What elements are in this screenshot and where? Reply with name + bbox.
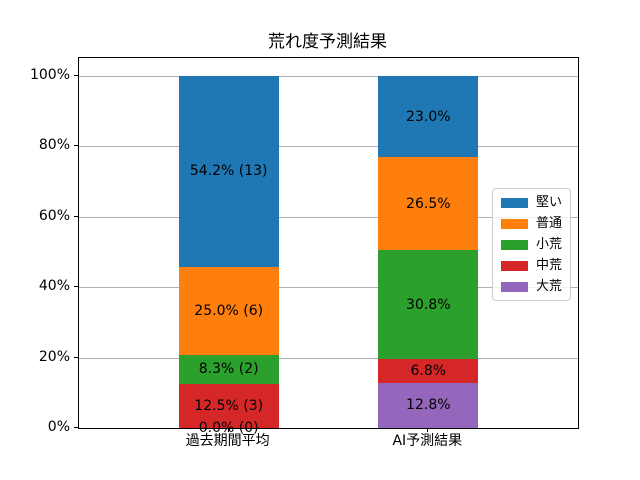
x-tick-mark [227,428,229,432]
bar-segment-label: 25.0% (6) [194,302,264,319]
bar-segment-label: 0.0% (0) [198,420,259,436]
bar-segment-小荒 [178,354,279,384]
y-tick-label: 40% [38,278,70,294]
y-tick-mark [74,356,78,358]
legend-label: 中荒 [536,257,563,273]
gridline-40 [79,287,578,288]
gridline-80 [79,146,578,148]
bar-segment-label: 6.8% [410,362,447,379]
legend-swatch-icon [501,197,528,208]
legend-swatch-icon [501,260,528,271]
chart-title: 荒れ度予測結果 [268,32,387,52]
bar-segment-小荒 [378,250,479,359]
bar-segment-中荒 [178,384,279,428]
bar-segment-label: 12.5% (3) [194,398,264,414]
y-tick-label: 20% [38,348,70,365]
y-tick-mark [74,215,78,217]
x-tick-label: AI予測結果 [392,433,463,449]
legend-label: 大荒 [536,278,563,294]
legend-swatch-icon [501,281,528,292]
legend-label: 普通 [536,215,563,231]
legend-entry-大荒: 大荒 [501,278,562,295]
y-tick-mark [74,286,78,287]
y-tick-label: 60% [38,207,70,224]
legend-entry-小荒: 小荒 [501,236,562,253]
bar-segment-堅い [378,76,479,157]
bar-segment-label: 8.3% (2) [198,361,259,378]
legend-entry-中荒: 中荒 [501,257,562,274]
legend-label: 堅い [536,194,563,210]
bar-segment-大荒 [378,382,479,428]
legend: 堅い普通小荒中荒大荒 [492,188,572,301]
y-tick-label: 80% [38,137,70,154]
y-tick-mark [74,145,78,147]
bar-segment-普通 [178,266,279,355]
gridline-20 [79,357,578,359]
bar-segment-label: 54.2% (13) [189,163,268,180]
x-tick-mark [427,428,429,432]
y-tick-mark [74,74,78,76]
y-tick-label: 0% [47,419,70,435]
bar-segment-label: 30.8% [406,296,451,313]
legend-swatch-icon [501,218,528,229]
bar-segment-普通 [378,157,479,251]
legend-entry-堅い: 堅い [501,194,562,211]
legend-label: 小荒 [536,236,563,252]
y-tick-mark [74,427,78,428]
y-tick-label: 100% [29,66,70,83]
bar-segment-堅い [178,75,279,267]
legend-swatch-icon [501,239,528,250]
legend-entry-普通: 普通 [501,215,562,232]
bar-segment-label: 23.0% [406,108,451,125]
plot-area: 0.0% (0) 12.5% (3) 8.3% (2) 25.0% (6) 54.2% … [78,57,579,436]
x-tick-label: 過去期間平均 [185,433,270,449]
gridline-60 [79,216,578,218]
bar-segment-label: 26.5% [406,195,451,212]
gridline-100 [79,75,578,77]
bar-segment-中荒 [378,358,479,383]
bar-segment-label: 12.8% [406,397,451,414]
